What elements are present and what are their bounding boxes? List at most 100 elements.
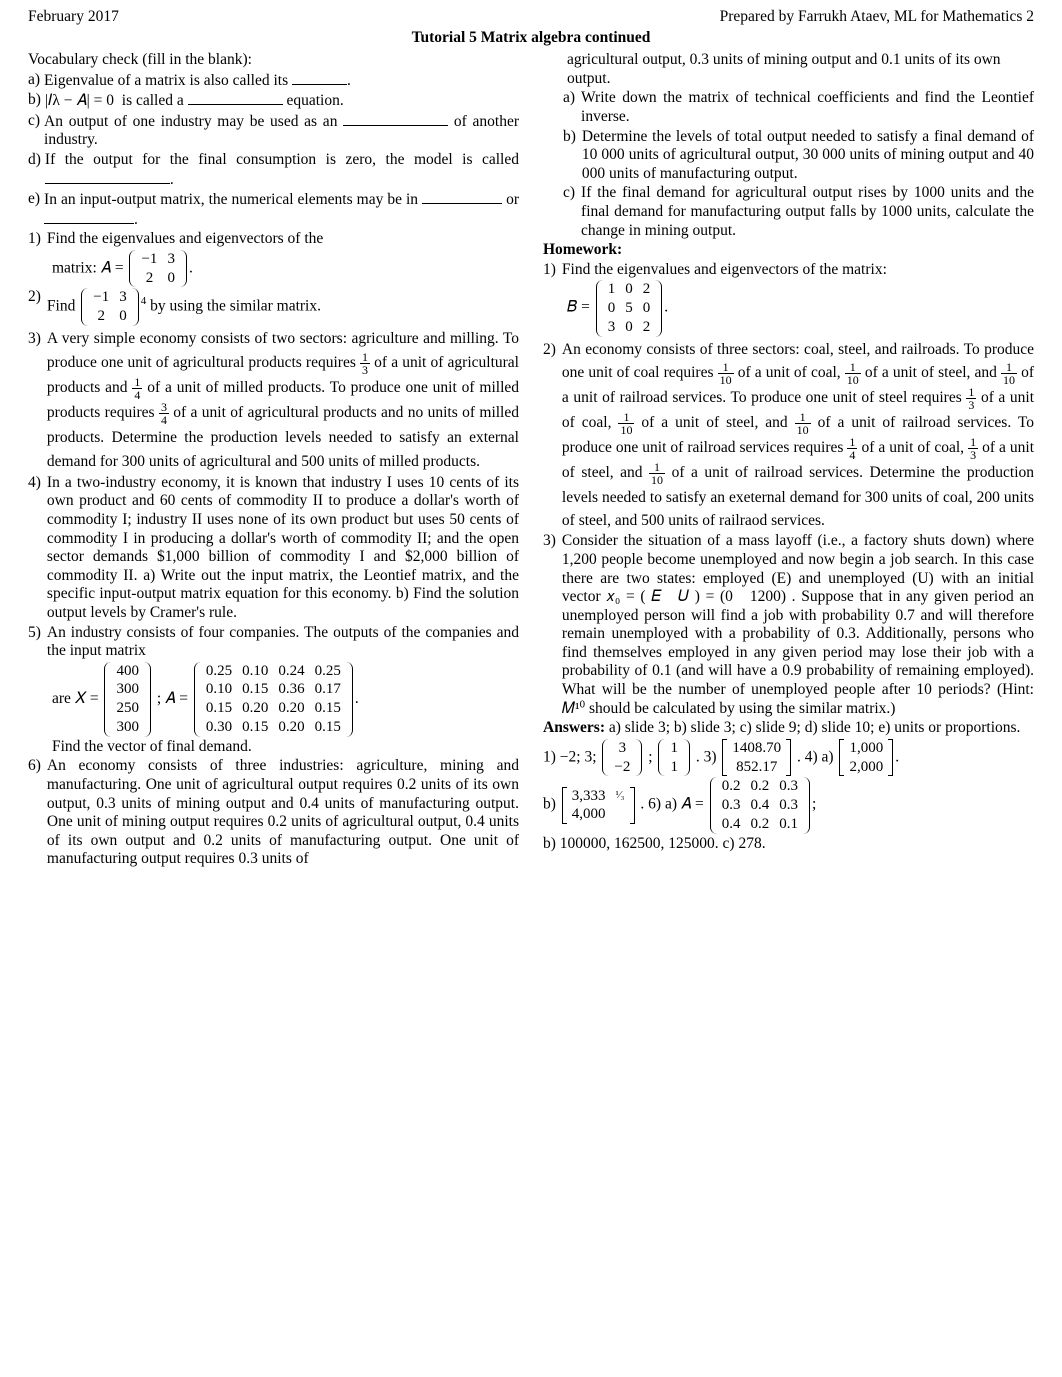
c: 0.15 xyxy=(237,718,273,737)
frac: 13 xyxy=(966,386,976,411)
label-c: c) xyxy=(28,112,40,131)
homework-heading: Homework: xyxy=(543,241,1034,260)
c: 0 xyxy=(638,299,656,318)
d: 10 xyxy=(718,374,734,386)
text-post: by using the similar matrix. xyxy=(150,298,321,315)
exponent: 4 xyxy=(141,295,147,307)
label-a: a) xyxy=(28,71,40,90)
answers-line3: b) 100000, 162500, 125000. c) 278. xyxy=(543,835,1034,854)
matrix-a6: 0.20.20.3 0.30.40.3 0.40.20.1 xyxy=(710,777,810,833)
t: b) xyxy=(543,796,560,813)
t: of a unit of steel, and xyxy=(641,414,794,431)
n: 1 xyxy=(1001,361,1017,374)
blank xyxy=(292,71,347,85)
n: 1 xyxy=(795,411,811,424)
hw3: 3) Consider the situation of a mass layo… xyxy=(543,532,1034,718)
c: 0.25 xyxy=(201,662,237,681)
c: 0.30 xyxy=(201,718,237,737)
page-title: Tutorial 5 Matrix algebra continued xyxy=(28,29,1034,48)
bvec: 1,0002,000 xyxy=(839,739,893,777)
cell: 0 xyxy=(114,307,132,326)
c: 0.2 xyxy=(745,815,774,834)
cell: −1 xyxy=(88,288,114,307)
left-column: Vocabulary check (fill in the blank): a)… xyxy=(28,51,519,870)
blank xyxy=(188,91,283,105)
c: 0.4 xyxy=(745,796,774,815)
hw1: 1) Find the eigenvalues and eigenvectors… xyxy=(543,261,1034,280)
d: 10 xyxy=(845,374,861,386)
c: 3,333 xyxy=(567,787,611,806)
header-left: February 2017 xyxy=(28,8,119,27)
c: 0 xyxy=(620,318,638,337)
matrix-x: 400 300 250 300 xyxy=(104,662,151,737)
c: 1 xyxy=(603,280,621,299)
answers-line1: 1) −2; 3; 3−2 ; 11 . 3) 1408.70852.17 . … xyxy=(543,739,1034,777)
hw1-matrix: 𝐵 = 102 050 302 . xyxy=(543,280,1034,336)
c: 0.15 xyxy=(310,699,346,718)
d: 3 xyxy=(966,399,976,411)
q1: 1) Find the eigenvalues and eigenvectors… xyxy=(28,230,519,249)
frac: 110 xyxy=(618,411,634,436)
c: 0.2 xyxy=(745,777,774,796)
label: c) xyxy=(563,184,575,203)
c: 2 xyxy=(638,280,656,299)
n: 1 xyxy=(618,411,634,424)
n: 1 xyxy=(718,361,734,374)
label: 2) xyxy=(543,338,556,361)
frac: 110 xyxy=(718,361,734,386)
text: Find the eigenvalues and eigenvectors of… xyxy=(562,261,1034,280)
text: Find −13 20 4 by using the similar matri… xyxy=(47,288,519,326)
c: 1 xyxy=(665,739,683,758)
frac: 110 xyxy=(649,461,665,486)
c: 0.20 xyxy=(273,699,309,718)
label: 1) xyxy=(543,261,556,280)
matrix-a4: 0.250.100.240.25 0.100.150.360.17 0.150.… xyxy=(194,662,353,737)
c: 0.15 xyxy=(201,699,237,718)
text: If the output for the final consumption … xyxy=(45,151,519,168)
c: 0.20 xyxy=(273,718,309,737)
den: 4 xyxy=(159,414,169,426)
d: 10 xyxy=(795,424,811,436)
c: 0.24 xyxy=(273,662,309,681)
c: 4,000 xyxy=(567,805,611,824)
c: 5 xyxy=(620,299,638,318)
text: or xyxy=(502,191,519,208)
label: 2) xyxy=(28,288,41,307)
c: ¹⁄₃ xyxy=(611,787,630,806)
vec: 3−2 xyxy=(602,739,642,777)
semicolon: ; xyxy=(812,796,816,813)
text: If the final demand for agricultural out… xyxy=(581,184,1034,240)
label: b) xyxy=(563,128,576,147)
are: are 𝑋 = xyxy=(52,690,102,707)
frac-1-4: 14 xyxy=(132,376,142,401)
matrix-b: 102 050 302 xyxy=(596,280,663,336)
c xyxy=(611,805,630,824)
q4: 4) In a two-industry economy, it is know… xyxy=(28,474,519,623)
num: 3 xyxy=(159,401,169,414)
t: 1) −2; 3; xyxy=(543,748,600,765)
c: 0 xyxy=(620,280,638,299)
text: Eigenvalue of a matrix is also called it… xyxy=(44,72,292,89)
vocab-b: b) |𝐼λ − 𝐴| = 0 is called a equation. xyxy=(28,91,519,111)
t: . 3) xyxy=(696,748,721,765)
c: 0.20 xyxy=(237,699,273,718)
c: 0.2 xyxy=(717,777,746,796)
q6c: c) If the final demand for agricultural … xyxy=(543,184,1034,240)
den: 4 xyxy=(132,389,142,401)
label: 5) xyxy=(28,624,41,643)
matrix: −13 20 xyxy=(81,288,138,326)
blank xyxy=(44,210,134,224)
blank xyxy=(422,190,502,204)
q2: 2) Find −13 20 4 by using the similar ma… xyxy=(28,288,519,326)
c: 2 xyxy=(638,318,656,337)
c: 852.17 xyxy=(727,758,786,777)
two-column-layout: Vocabulary check (fill in the blank): a)… xyxy=(28,51,1034,870)
c: 0.3 xyxy=(774,777,803,796)
label: 3) xyxy=(543,532,556,551)
d: 3 xyxy=(968,449,978,461)
d: 10 xyxy=(649,474,665,486)
label: 4) xyxy=(28,474,41,493)
frac-1-3: 13 xyxy=(360,351,370,376)
cell: 250 xyxy=(111,699,144,718)
label: 1) xyxy=(28,230,41,249)
